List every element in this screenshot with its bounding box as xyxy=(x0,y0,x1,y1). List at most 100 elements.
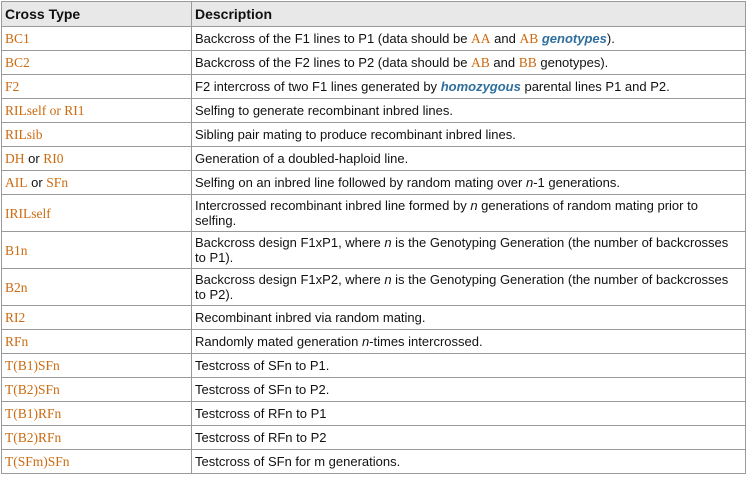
table-row: T(B1)RFn Testcross of RFn to P1 xyxy=(1,401,746,426)
cross-type-cell: RFn xyxy=(1,329,192,354)
description-text: Selfing on an inbred line followed by ra… xyxy=(195,175,526,190)
table-row: BC2 Backcross of the F2 lines to P2 (data… xyxy=(1,50,746,75)
italic-variable: n xyxy=(384,235,392,250)
table-row: DH or RI0 Generation of a doubled-haploid… xyxy=(1,146,746,171)
description-cell: Testcross of RFn to P2 xyxy=(191,425,746,450)
description-cell: Backcross of the F2 lines to P2 (data sh… xyxy=(191,50,746,75)
table-header-row: Cross Type Description xyxy=(1,1,746,27)
cross-type-cell: T(B2)RFn xyxy=(1,425,192,450)
description-text: Sibling pair mating to produce recombina… xyxy=(195,127,516,142)
description-text: Backcross design F1xP2, where xyxy=(195,272,385,287)
table-row: F2 F2 intercross of two F1 lines generate… xyxy=(1,74,746,99)
highlighted-term: homozygous xyxy=(440,79,521,94)
description-cell: Recombinant inbred via random mating. xyxy=(191,305,746,330)
description-text: Testcross of SFn to P1. xyxy=(195,358,330,373)
description-cell: Testcross of SFn to P1. xyxy=(191,353,746,378)
italic-variable: n xyxy=(361,334,370,349)
description-text: genotypes). xyxy=(536,55,609,70)
cross-type-cell: T(B1)RFn xyxy=(1,401,192,426)
description-cell: Testcross of SFn to P2. xyxy=(191,377,746,402)
cross-type-code: RILself or RI1 xyxy=(5,103,85,118)
table-row: IRILself Intercrossed recombinant inbred … xyxy=(1,194,746,232)
table-row: RILself or RI1 Selfing to generate recomb… xyxy=(1,98,746,123)
description-text: Randomly mated generation xyxy=(195,334,362,349)
description-text: Testcross of RFn to P2 xyxy=(195,430,327,445)
description-text: Generation of a doubled-haploid line. xyxy=(195,151,409,166)
cross-type-code: BC1 xyxy=(5,31,30,46)
table-row: T(B1)SFn Testcross of SFn to P1. xyxy=(1,353,746,378)
italic-variable: n xyxy=(384,272,392,287)
description-cell: Selfing on an inbred line followed by ra… xyxy=(191,170,746,195)
highlighted-term: genotypes xyxy=(541,31,607,46)
description-text: and xyxy=(490,31,520,46)
description-text: Backcross design F1xP1, where xyxy=(195,235,385,250)
description-cell: Sibling pair mating to produce recombina… xyxy=(191,122,746,147)
description-text: parental lines P1 and P2. xyxy=(520,79,670,94)
genotype-code: AB xyxy=(471,55,490,70)
cross-type-code: AIL xyxy=(5,175,28,190)
cross-type-code: RI0 xyxy=(43,151,64,166)
column-header-description: Description xyxy=(191,1,746,27)
description-text: Backcross of the F1 lines to P1 (data sh… xyxy=(195,31,472,46)
description-text: Testcross of SFn to P2. xyxy=(195,382,330,397)
description-text: F2 intercross of two F1 lines generated … xyxy=(195,79,441,94)
description-text: ). xyxy=(606,31,615,46)
cross-type-cell: IRILself xyxy=(1,194,192,232)
cross-type-cell: B2n xyxy=(1,268,192,306)
table-row: T(B2)RFn Testcross of RFn to P2 xyxy=(1,425,746,450)
description-cell: Intercrossed recombinant inbred line for… xyxy=(191,194,746,232)
cross-type-code: BC2 xyxy=(5,55,30,70)
cross-type-connector: or xyxy=(27,175,47,190)
cross-type-cell: RI2 xyxy=(1,305,192,330)
description-cell: Testcross of SFn for m generations. xyxy=(191,449,746,474)
description-cell: Selfing to generate recombinant inbred l… xyxy=(191,98,746,123)
cross-type-code: T(B1)SFn xyxy=(5,358,60,373)
table-row: BC1 Backcross of the F1 lines to P1 (data… xyxy=(1,26,746,51)
table-row: B2n Backcross design F1xP2, where n is th… xyxy=(1,268,746,306)
cross-type-cell: T(SFm)SFn xyxy=(1,449,192,474)
cross-type-code: T(SFm)SFn xyxy=(5,454,70,469)
cross-type-cell: T(B1)SFn xyxy=(1,353,192,378)
description-cell: Randomly mated generation n-times interc… xyxy=(191,329,746,354)
cross-type-cell: BC1 xyxy=(1,26,192,51)
description-text: Backcross of the F2 lines to P2 (data sh… xyxy=(195,55,472,70)
cross-type-code: B2n xyxy=(5,279,28,295)
description-text: -times intercrossed. xyxy=(369,334,483,349)
table-row: RFn Randomly mated generation n-times int… xyxy=(1,329,746,354)
description-text: is the Genotyping Generation (the number… xyxy=(195,272,729,302)
description-text: and xyxy=(489,55,519,70)
description-text: Testcross of RFn to P1 xyxy=(195,406,327,421)
cross-type-code: B1n xyxy=(5,242,28,258)
table-row: T(SFm)SFn Testcross of SFn for m generati… xyxy=(1,449,746,474)
description-text: Intercrossed recombinant inbred line for… xyxy=(195,198,471,213)
description-cell: Backcross design F1xP1, where n is the G… xyxy=(191,231,746,269)
cross-type-code: T(B2)RFn xyxy=(5,430,62,445)
cross-type-cell: B1n xyxy=(1,231,192,269)
genotype-code: AA xyxy=(471,31,491,46)
description-text: Selfing to generate recombinant inbred l… xyxy=(195,103,453,118)
description-cell: Testcross of RFn to P1 xyxy=(191,401,746,426)
genotype-code: BB xyxy=(518,55,537,70)
cross-type-code: T(B1)RFn xyxy=(5,406,62,421)
cross-type-code: IRILself xyxy=(5,205,51,221)
description-cell: F2 intercross of two F1 lines generated … xyxy=(191,74,746,99)
cross-type-code: RI2 xyxy=(5,310,26,325)
table-row: RI2 Recombinant inbred via random mating. xyxy=(1,305,746,330)
italic-variable: n xyxy=(525,175,534,190)
description-cell: Backcross of the F1 lines to P1 (data sh… xyxy=(191,26,746,51)
cross-type-code: T(B2)SFn xyxy=(5,382,60,397)
table-row: B1n Backcross design F1xP1, where n is th… xyxy=(1,231,746,269)
description-cell: Generation of a doubled-haploid line. xyxy=(191,146,746,171)
column-header-cross-type: Cross Type xyxy=(1,1,192,27)
table-row: T(B2)SFn Testcross of SFn to P2. xyxy=(1,377,746,402)
description-text: Recombinant inbred via random mating. xyxy=(195,310,426,325)
cross-type-cell: RILsib xyxy=(1,122,192,147)
cross-type-code: SFn xyxy=(46,175,69,190)
cross-type-cell: RILself or RI1 xyxy=(1,98,192,123)
table-row: AIL or SFn Selfing on an inbred line foll… xyxy=(1,170,746,195)
description-text: generations of random mating prior to se… xyxy=(195,198,698,228)
description-text: is the Genotyping Generation (the number… xyxy=(195,235,729,265)
cross-type-cell: AIL or SFn xyxy=(1,170,192,195)
cross-type-code: F2 xyxy=(5,79,20,94)
description-text: -1 generations. xyxy=(533,175,620,190)
